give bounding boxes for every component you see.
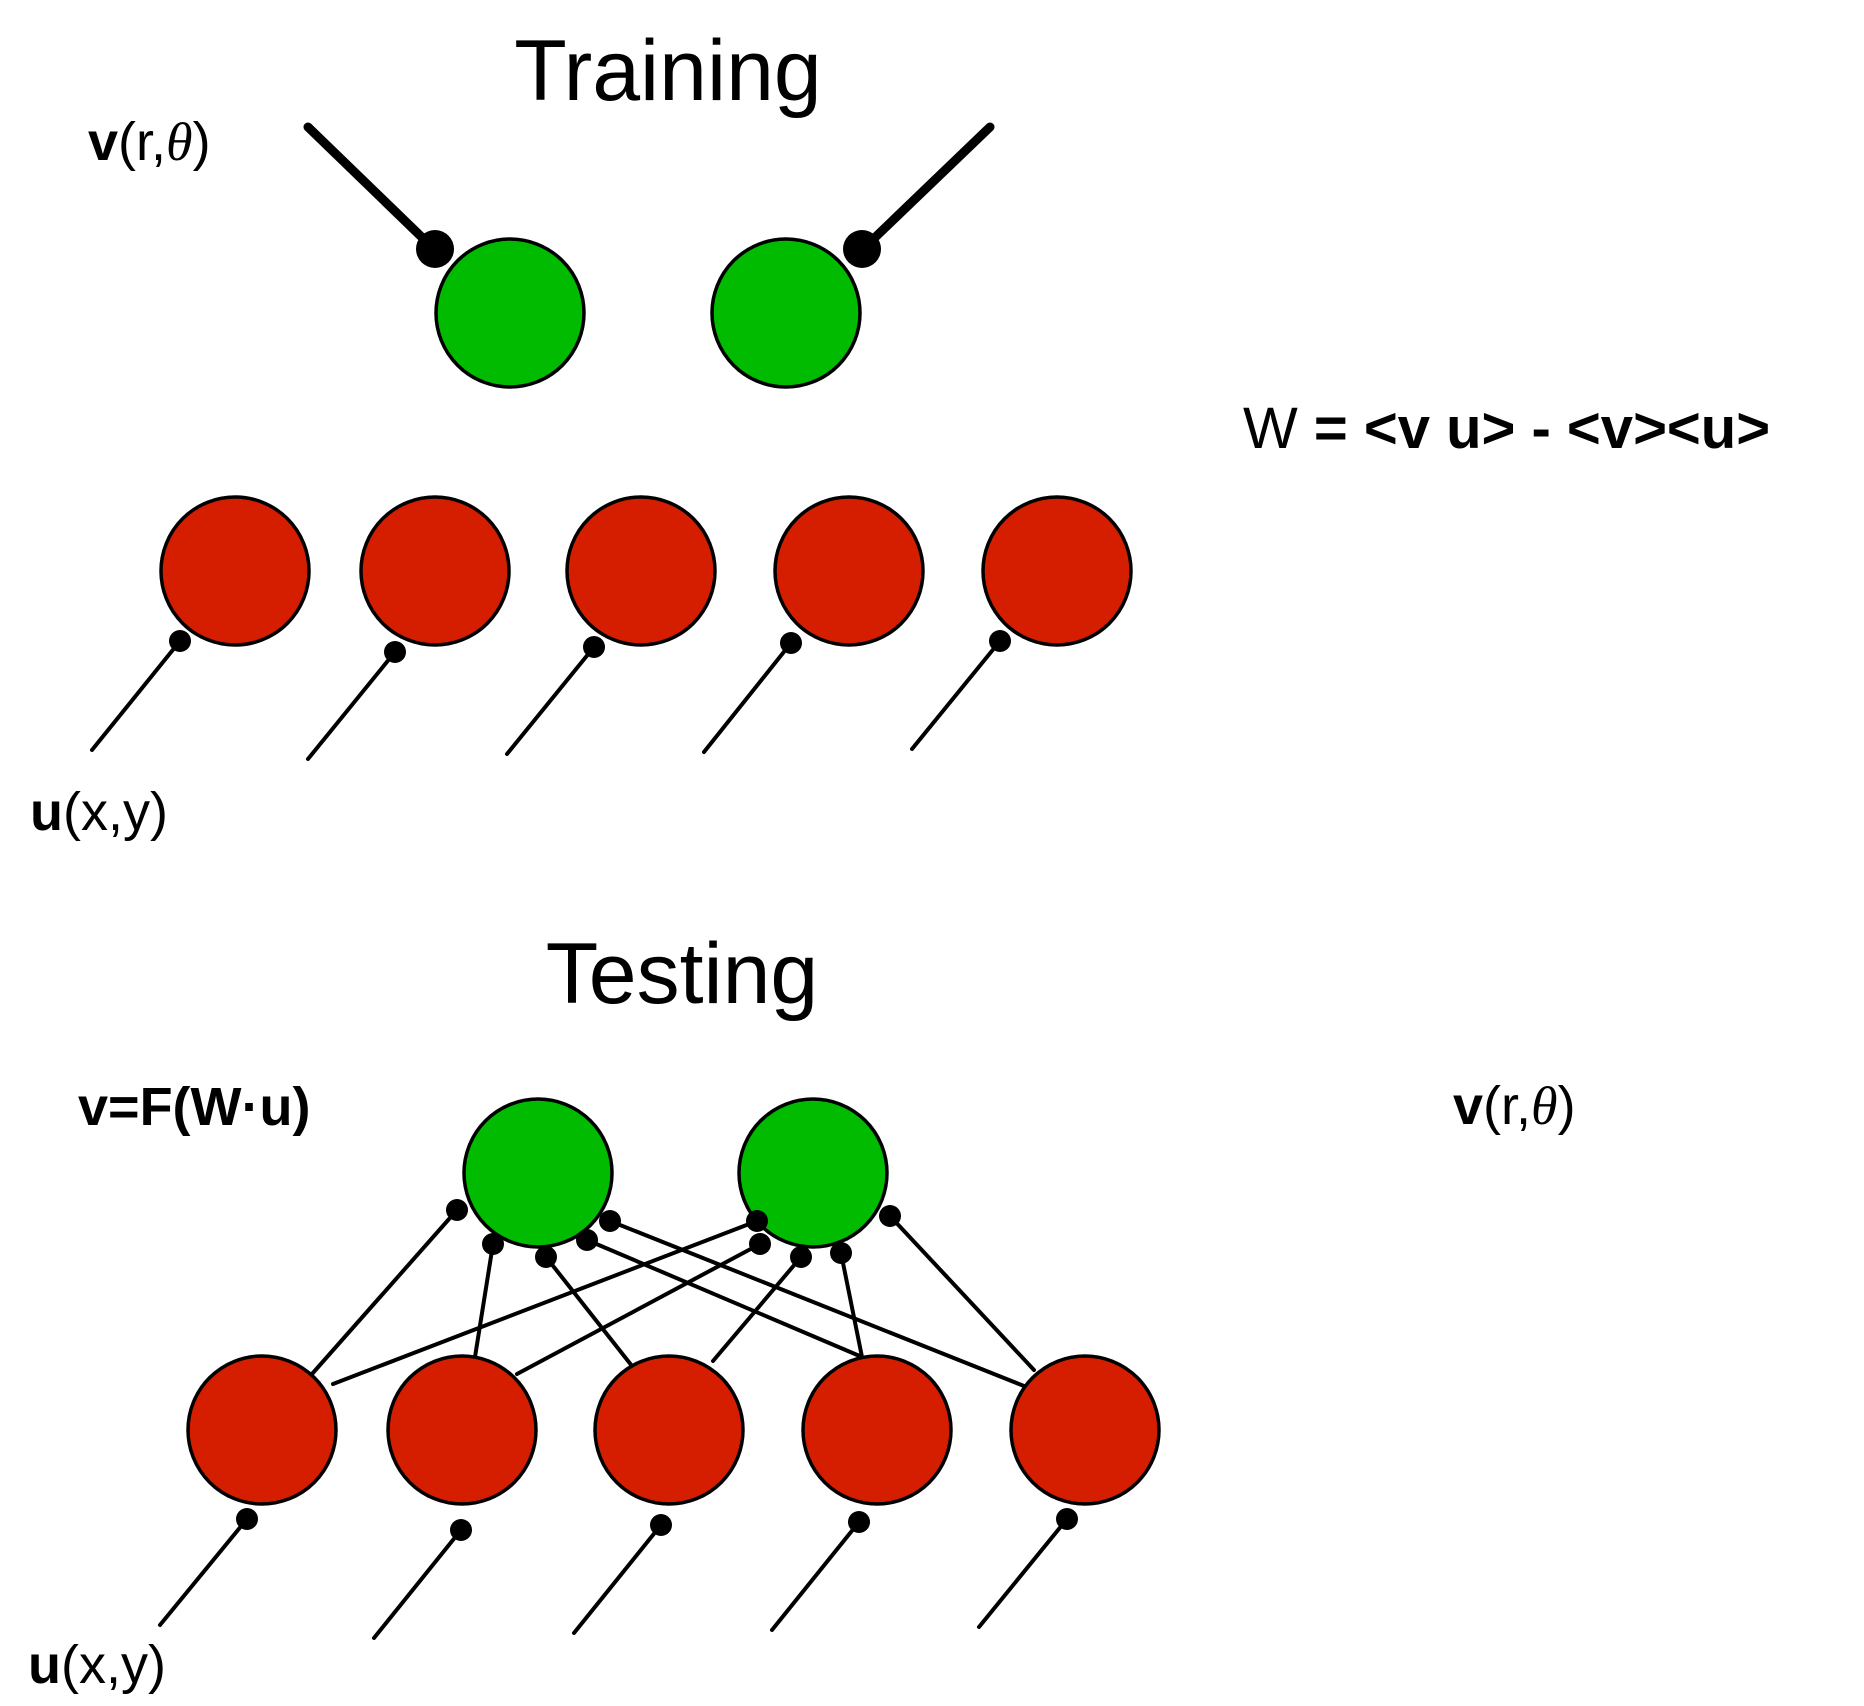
testing-input-neuron-2 (388, 1356, 536, 1504)
testing-input-wire-5 (979, 1519, 1067, 1627)
testing-output-label-theta: θ (1531, 1076, 1558, 1136)
training-title: Training (514, 23, 822, 119)
syn-u2-v2 (749, 1233, 771, 1255)
testing-input-wire-4 (772, 1522, 859, 1630)
training-teacher-line-2 (863, 127, 990, 249)
training-teacher-synapse-2 (843, 230, 881, 268)
training-teacher-inputs (308, 127, 990, 268)
conn-u4-v1 (587, 1240, 862, 1357)
training-input-wire-3 (507, 647, 594, 754)
training-input-wire-1 (92, 641, 180, 750)
syn-u4-v1 (576, 1229, 598, 1251)
training-input-synapse-5 (989, 630, 1011, 652)
testing-input-label: u(x,y) (28, 1635, 166, 1695)
training-output-neuron-1 (436, 239, 584, 387)
training-input-synapse-2 (384, 641, 406, 663)
training-output-label: v(r,θ) (88, 112, 211, 172)
learning-rule-lhs: W (1243, 396, 1298, 461)
conn-u4-v2 (841, 1253, 862, 1357)
testing-input-label-args: (x,y) (61, 1635, 166, 1695)
testing-input-synapse-5 (1056, 1508, 1078, 1530)
training-output-label-vector: v (88, 112, 118, 172)
training-input-neuron-2 (361, 497, 509, 645)
syn-u1-v2 (746, 1210, 768, 1232)
testing-formula: v=F(W·u) (78, 1077, 310, 1137)
testing-title: Testing (546, 926, 819, 1022)
testing-input-label-vector: u (28, 1635, 61, 1695)
testing-input-synapse-3 (650, 1514, 672, 1536)
training-input-synapse-3 (583, 636, 605, 658)
testing-input-synapse-1 (236, 1508, 258, 1530)
training-output-label-args: (r, (118, 112, 166, 172)
training-input-wire-4 (704, 643, 791, 752)
training-input-wire-5 (912, 641, 1000, 749)
testing-output-label: v(r,θ) (1453, 1076, 1576, 1136)
training-output-label-close: ) (193, 112, 211, 172)
learning-rule: W = <v u> - <v><u> (1243, 396, 1770, 461)
training-teacher-line-1 (308, 127, 434, 249)
training-input-label-vector: u (30, 782, 63, 842)
testing-input-neuron-1 (188, 1356, 336, 1504)
training-input-synapse-4 (780, 632, 802, 654)
training-input-neuron-1 (161, 497, 309, 645)
testing-input-layer (188, 1356, 1159, 1504)
testing-input-wire-2 (374, 1530, 461, 1638)
training-input-neuron-5 (983, 497, 1131, 645)
syn-u2-v1 (482, 1233, 504, 1255)
syn-u5-v2 (879, 1205, 901, 1227)
testing-output-label-close: ) (1558, 1076, 1576, 1136)
testing-input-synapse-4 (848, 1511, 870, 1533)
conn-u3-v2 (713, 1257, 801, 1361)
testing-formula-text: v=F(W·u) (78, 1077, 310, 1137)
testing-input-neuron-5 (1011, 1356, 1159, 1504)
training-output-label-theta: θ (166, 112, 193, 172)
training-input-synapse-1 (169, 630, 191, 652)
testing-input-neuron-4 (803, 1356, 951, 1504)
testing-output-layer (464, 1099, 887, 1247)
testing-output-label-vector: v (1453, 1076, 1483, 1136)
training-input-wire-2 (308, 652, 395, 759)
syn-u1-v1 (446, 1199, 468, 1221)
training-input-layer (161, 497, 1131, 645)
learning-rule-rhs: = <v u> - <v><u> (1298, 396, 1770, 461)
training-output-neuron-2 (712, 239, 860, 387)
training-input-label: u(x,y) (30, 782, 168, 842)
training-output-layer (436, 239, 860, 387)
conn-u1-v1 (312, 1210, 457, 1374)
syn-u4-v2 (830, 1242, 852, 1264)
training-input-label-args: (x,y) (63, 782, 168, 842)
syn-u3-v1 (535, 1246, 557, 1268)
testing-input-wire-1 (160, 1519, 247, 1625)
testing-output-label-args: (r, (1483, 1076, 1531, 1136)
testing-input-neuron-3 (595, 1356, 743, 1504)
training-input-neuron-3 (567, 497, 715, 645)
conn-u5-v2 (890, 1216, 1034, 1370)
testing-input-wire-3 (574, 1525, 661, 1633)
syn-u3-v2 (790, 1246, 812, 1268)
training-teacher-synapse-1 (416, 230, 454, 268)
testing-input-wires (160, 1508, 1078, 1638)
testing-input-synapse-2 (450, 1519, 472, 1541)
training-input-wires (92, 630, 1011, 759)
testing-output-neuron-1 (464, 1099, 612, 1247)
conn-u2-v1 (475, 1244, 493, 1357)
training-input-neuron-4 (775, 497, 923, 645)
syn-u5-v1 (599, 1210, 621, 1232)
